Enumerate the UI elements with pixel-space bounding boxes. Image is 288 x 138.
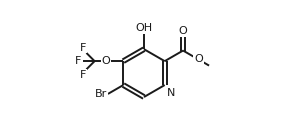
Text: O: O <box>102 56 111 66</box>
Text: Br: Br <box>95 89 107 99</box>
Text: O: O <box>179 26 187 36</box>
Text: OH: OH <box>135 23 153 33</box>
Text: F: F <box>79 70 86 80</box>
Text: F: F <box>75 56 82 66</box>
Text: N: N <box>167 87 175 98</box>
Text: F: F <box>79 43 86 53</box>
Text: O: O <box>194 54 203 64</box>
